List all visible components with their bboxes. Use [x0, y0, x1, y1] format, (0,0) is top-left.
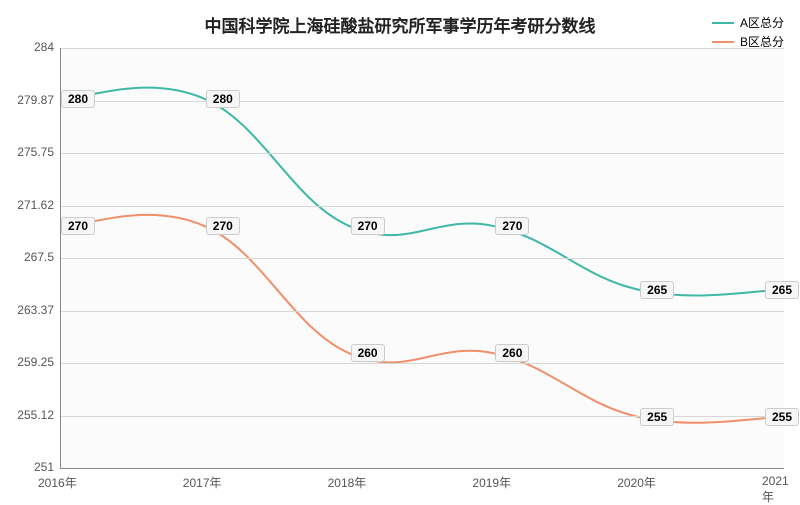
- y-tick-label: 263.37: [17, 303, 54, 317]
- x-axis: [60, 468, 784, 469]
- grid-line: [60, 101, 784, 102]
- y-tick-label: 279.87: [17, 93, 54, 107]
- data-label: 265: [765, 281, 799, 299]
- x-tick-label: 2017年: [183, 474, 222, 491]
- grid-line: [60, 48, 784, 49]
- legend-swatch: [712, 22, 734, 24]
- chart-container: 中国科学院上海硅酸盐研究所军事学历年考研分数线 A区总分B区总分 251255.…: [0, 0, 800, 500]
- data-label: 265: [640, 281, 674, 299]
- x-tick-label: 2021年: [762, 474, 789, 505]
- y-tick-label: 271.62: [17, 198, 54, 212]
- legend-swatch: [712, 41, 734, 43]
- data-label: 280: [206, 90, 240, 108]
- y-axis: [60, 48, 61, 468]
- grid-line: [60, 206, 784, 207]
- series-line: [60, 215, 784, 423]
- data-label: 270: [351, 217, 385, 235]
- series-line: [60, 88, 784, 296]
- data-label: 280: [61, 90, 95, 108]
- y-tick-label: 255.12: [17, 408, 54, 422]
- y-tick-label: 251: [34, 460, 54, 474]
- legend: A区总分B区总分: [712, 14, 784, 52]
- legend-label: A区总分: [740, 14, 784, 31]
- grid-line: [60, 153, 784, 154]
- x-tick-label: 2018年: [328, 474, 367, 491]
- data-label: 260: [495, 344, 529, 362]
- grid-line: [60, 416, 784, 417]
- plot-area: 251255.12259.25263.37267.5271.62275.7527…: [60, 48, 784, 468]
- x-tick-label: 2016年: [38, 474, 77, 491]
- data-label: 260: [351, 344, 385, 362]
- data-label: 270: [495, 217, 529, 235]
- grid-line: [60, 363, 784, 364]
- data-label: 270: [61, 217, 95, 235]
- data-label: 270: [206, 217, 240, 235]
- y-tick-label: 259.25: [17, 355, 54, 369]
- y-tick-label: 275.75: [17, 145, 54, 159]
- chart-title: 中国科学院上海硅酸盐研究所军事学历年考研分数线: [0, 12, 800, 37]
- y-tick-label: 267.5: [24, 250, 54, 264]
- legend-item: A区总分: [712, 14, 784, 31]
- y-tick-label: 284: [34, 40, 54, 54]
- data-label: 255: [640, 408, 674, 426]
- x-tick-label: 2020年: [617, 474, 656, 491]
- x-tick-label: 2019年: [472, 474, 511, 491]
- grid-line: [60, 311, 784, 312]
- grid-line: [60, 258, 784, 259]
- data-label: 255: [765, 408, 799, 426]
